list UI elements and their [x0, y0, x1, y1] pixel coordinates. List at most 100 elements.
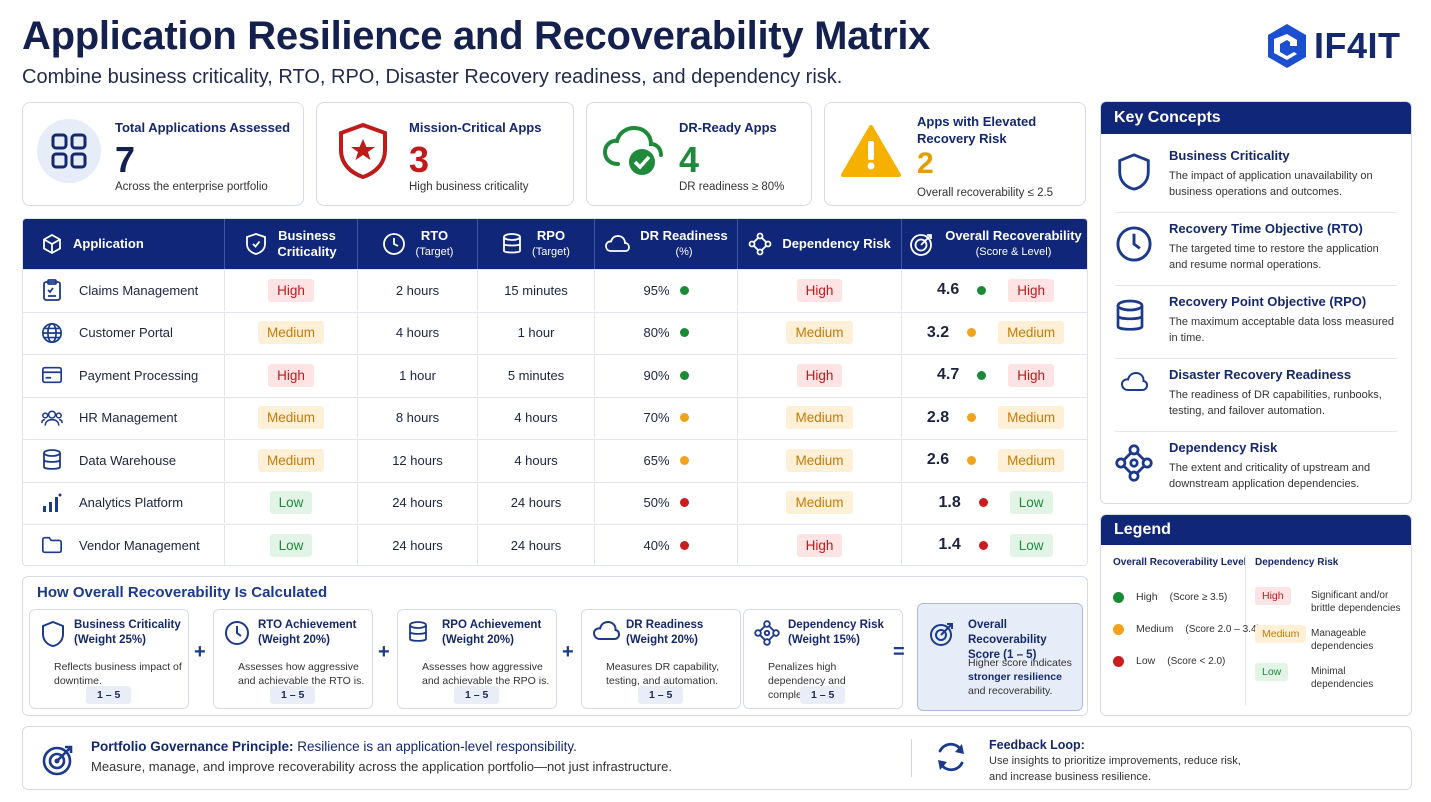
principle-label: Portfolio Governance Principle: [91, 739, 294, 754]
status-dot [967, 455, 977, 465]
feedback-title: Feedback Loop: [989, 738, 1085, 752]
status-dot [967, 413, 977, 423]
step-description: Measures DR capability, testing, and aut… [606, 661, 720, 687]
legend-level-label: Medium [1136, 623, 1174, 635]
cell-dependency-risk: Medium [738, 312, 902, 353]
cell-dependency-risk: High [738, 525, 902, 565]
legend-level-range: (Score < 2.0) [1167, 655, 1226, 667]
card-dr-ready: DR-Ready Apps 4 DR readiness ≥ 80% [586, 102, 812, 206]
plus-operator: + [194, 641, 206, 663]
step-range: 1 – 5 [86, 686, 132, 704]
cell-rto: 1 hour [358, 355, 478, 396]
key-concept-item: Dependency Risk The extent and criticalit… [1115, 434, 1397, 503]
table-row[interactable]: Analytics Platform Low 24 hours 24 hours 50%… [23, 481, 1087, 524]
cell-overall: 1.8 Low [902, 483, 1087, 524]
level-badge: High [1008, 278, 1054, 302]
step-weight: (Weight 20%) [626, 634, 698, 646]
page-title: Application Resilience and Recoverabilit… [22, 14, 931, 58]
col-header-rto[interactable]: RTO (Target) [358, 219, 478, 269]
legend-dependency-desc: Minimal dependencies [1311, 666, 1374, 690]
cell-criticality: High [225, 270, 358, 311]
cell-dependency-risk: Medium [738, 482, 902, 523]
cell-application: Claims Management [23, 270, 225, 311]
rpo-value: 4 hours [514, 452, 558, 468]
table-row[interactable]: HR Management Medium 8 hours 4 hours 70% Medi… [23, 396, 1087, 438]
legend-level-label: High [1136, 591, 1158, 603]
table-row[interactable]: Customer Portal Medium 4 hours 1 hour 80% Med… [23, 311, 1087, 353]
status-dot [978, 498, 988, 508]
col-header-dr-readiness[interactable]: DR Readiness (%) [595, 219, 738, 269]
header-sublabel: (%) [675, 246, 693, 258]
result-desc-3: and recoverability. [968, 685, 1053, 697]
cell-dr-readiness: 90% [595, 355, 738, 396]
step-title: Overall Recoverability Score (1 – 5) [968, 618, 1082, 663]
step-weight: (Weight 15%) [788, 634, 860, 646]
dr-value: 90% [643, 367, 670, 383]
result-description: Higher score indicates stronger resilienc… [968, 656, 1076, 698]
col-header-overall[interactable]: Overall Recoverability (Score & Level) [902, 219, 1087, 269]
credit-card-icon [41, 365, 63, 385]
table-row[interactable]: Data Warehouse Medium 12 hours 4 hours 65% Me… [23, 439, 1087, 481]
col-header-criticality[interactable]: Business Criticality [225, 219, 358, 269]
people-icon [41, 407, 63, 429]
header-label: RPO [536, 228, 566, 243]
cell-application: Data Warehouse [23, 440, 225, 481]
cell-dependency-risk: High [738, 355, 902, 396]
table-row[interactable]: Claims Management High 2 hours 15 minutes 95… [23, 269, 1087, 311]
table-row[interactable]: Vendor Management Low 24 hours 24 hours 40% H… [23, 524, 1087, 565]
calc-step: DR Readiness (Weight 20%) Measures DR capa… [581, 609, 741, 709]
col-header-dependency-risk[interactable]: Dependency Risk [738, 219, 902, 269]
principle-line2: Measure, manage, and improve recoverabil… [91, 759, 672, 774]
criticality-badge: Low [269, 533, 313, 557]
step-weight: (Weight 25%) [74, 634, 146, 646]
legend-level-range: (Score ≥ 3.5) [1169, 591, 1228, 603]
target-icon [928, 620, 956, 653]
clipboard-icon [41, 278, 63, 302]
cell-rpo: 5 minutes [478, 355, 595, 396]
status-dot [679, 540, 689, 550]
app-name: Analytics Platform [79, 495, 184, 511]
col-header-application[interactable]: Application [23, 219, 225, 269]
dr-value: 80% [643, 325, 670, 341]
shield-star-icon [329, 117, 397, 185]
app-name: Payment Processing [79, 367, 199, 383]
header-sublabel: Criticality [277, 244, 337, 259]
step-range: 1 – 5 [800, 686, 846, 704]
dr-value: 65% [643, 452, 670, 468]
table-row[interactable]: Payment Processing High 1 hour 5 minutes 90%… [23, 354, 1087, 396]
legend-level: Medium (Score 2.0 – 3.4) [1113, 623, 1260, 635]
step-title: Dependency Risk (Weight 15%) [788, 618, 884, 648]
status-dot [967, 328, 977, 338]
cell-rto: 12 hours [358, 440, 478, 481]
step-title-text: Dependency Risk [788, 619, 884, 631]
step-title-text: RTO Achievement [258, 619, 357, 631]
legend-title: Legend [1101, 515, 1411, 545]
key-concept-item: Disaster Recovery Readiness The readiness… [1115, 361, 1397, 433]
dependency-badge: Medium [786, 448, 853, 472]
legend-panel: Legend Overall Recoverability Level Depe… [1100, 514, 1412, 716]
rto-value: 12 hours [392, 452, 443, 468]
cell-rto: 8 hours [358, 397, 478, 438]
cloud-icon [592, 620, 621, 647]
legend-dependency-badge: High [1255, 587, 1291, 605]
legend-dependency-title: Dependency Risk [1255, 557, 1339, 568]
footer-divider [911, 739, 912, 777]
legend-dependency-desc: Manageable dependencies [1311, 628, 1374, 652]
database-icon [502, 232, 522, 256]
level-badge: Low [1009, 533, 1053, 557]
step-title: RTO Achievement (Weight 20%) [258, 618, 356, 648]
result-range: Score (1 – 5) [968, 649, 1037, 661]
criticality-badge: Low [269, 491, 313, 515]
header-label: Overall Recoverability [945, 228, 1082, 243]
shield-icon [245, 232, 267, 256]
concept-description: The impact of application unavailability… [1169, 170, 1373, 198]
rpo-value: 1 hour [517, 325, 555, 341]
globe-icon [41, 321, 63, 345]
cell-rpo: 24 hours [478, 482, 595, 523]
app-name: Vendor Management [79, 537, 200, 553]
card-label: Mission-Critical Apps [409, 120, 542, 135]
plus-operator: + [562, 641, 574, 663]
dr-value: 70% [643, 410, 670, 426]
col-header-rpo[interactable]: RPO (Target) [478, 219, 595, 269]
card-label: DR-Ready Apps [679, 120, 777, 135]
